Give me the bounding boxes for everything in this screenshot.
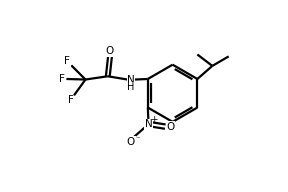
Text: F: F [64, 56, 70, 66]
Text: H: H [127, 82, 134, 92]
Text: N: N [127, 74, 135, 84]
Text: O: O [166, 122, 174, 132]
Text: ⁻: ⁻ [135, 135, 140, 144]
Text: +: + [150, 114, 158, 123]
Text: N: N [145, 119, 152, 129]
Text: O: O [127, 137, 135, 147]
Text: O: O [106, 46, 114, 56]
Text: F: F [58, 74, 65, 84]
Text: F: F [68, 95, 74, 105]
